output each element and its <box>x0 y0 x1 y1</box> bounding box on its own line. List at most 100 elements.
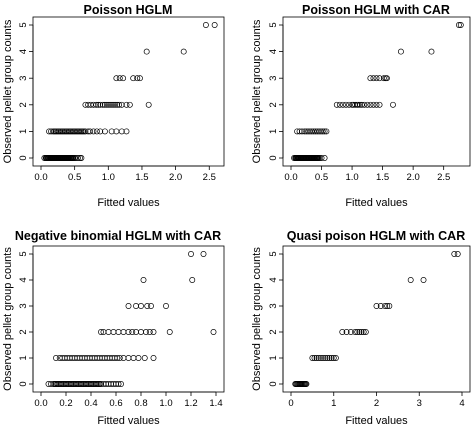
data-point <box>136 75 143 82</box>
x-tick-label: 0 <box>288 398 293 409</box>
data-point <box>118 128 125 135</box>
data-point <box>336 101 343 108</box>
data-point <box>454 251 461 257</box>
data-point <box>90 101 97 108</box>
data-point <box>133 303 139 309</box>
data-point <box>360 329 367 335</box>
x-tick-label: 0.2 <box>59 398 72 409</box>
data-point <box>455 22 462 28</box>
panel-poisson-hglm: Poisson HGLM 0.0 0.5 1.0 1.5 2.0 2.5 0 1 2 3 4 5 Fitt… <box>2 3 225 209</box>
data-point <box>87 128 94 135</box>
data-point <box>82 128 89 135</box>
x-axis-label: Fitted values <box>97 415 160 427</box>
data-point <box>390 101 396 108</box>
data-point <box>355 101 362 108</box>
data-point <box>138 303 144 309</box>
data-point <box>113 75 120 82</box>
data-point <box>347 329 354 335</box>
data-point <box>129 329 136 335</box>
x-tick-label: 1.5 <box>376 172 389 183</box>
data-point <box>420 277 427 283</box>
data-point <box>333 101 340 108</box>
data-point <box>428 48 435 55</box>
y-tick-label: 2 <box>268 102 279 107</box>
data-point <box>130 355 137 361</box>
data-point <box>143 329 149 335</box>
chart-title: Quasi poison HGLM with CAR <box>287 229 465 243</box>
data-point <box>95 101 102 108</box>
data-point <box>104 101 110 108</box>
x-tick-label: 0.8 <box>134 398 147 409</box>
y-axis-label: Observed pellet group counts <box>2 247 14 391</box>
data-point <box>110 101 116 108</box>
data-point <box>299 128 305 135</box>
data-point <box>303 381 310 387</box>
y-tick-label: 2 <box>18 102 29 107</box>
data-point <box>202 22 209 28</box>
y-tick-label: 1 <box>268 129 279 134</box>
x-tick-label: 1.0 <box>345 172 358 183</box>
data-point <box>123 128 130 135</box>
y-axis-label: Observed pellet group counts <box>2 19 14 163</box>
plot-frame <box>32 16 225 167</box>
data-point <box>114 355 121 361</box>
data-point <box>126 101 133 108</box>
data-point <box>349 101 356 108</box>
data-point <box>90 128 97 135</box>
x-axis-label: Fitted values <box>97 197 160 209</box>
data-point <box>376 75 383 82</box>
data-point <box>114 101 121 108</box>
data-point <box>130 75 137 82</box>
y-tick-label: 0 <box>18 381 29 386</box>
data-point <box>377 303 384 309</box>
data-point <box>320 355 327 361</box>
data-point <box>317 355 324 361</box>
x-tick-label: 0.0 <box>284 172 297 183</box>
data-point <box>120 75 127 82</box>
data-point <box>210 329 217 335</box>
data-point <box>110 329 117 335</box>
data-point <box>146 329 153 335</box>
x-tick-label: 0.5 <box>68 172 81 183</box>
data-point <box>324 355 331 361</box>
panel-poisson-hglm-car: Poisson HGLM with CAR 0.0 0.5 1.0 1.5 2.0 2.5 0… <box>251 3 471 209</box>
data-point <box>323 128 330 135</box>
data-point <box>457 22 464 28</box>
data-point <box>115 329 122 335</box>
y-tick-label: 3 <box>18 76 29 81</box>
data-point <box>407 277 414 283</box>
data-point <box>101 128 108 135</box>
y-tick-label: 0 <box>18 155 29 160</box>
x-tick-label: 1 <box>331 398 336 409</box>
data-point <box>346 101 352 108</box>
data-point <box>180 48 187 55</box>
data-point <box>211 22 218 28</box>
data-point <box>135 355 142 361</box>
data-point <box>328 355 335 361</box>
y-tick-label: 5 <box>18 22 29 27</box>
data-point <box>313 355 320 361</box>
y-tick-label: 4 <box>268 49 279 54</box>
data-point <box>357 101 363 108</box>
data-point <box>356 329 363 335</box>
y-tick-label: 1 <box>268 355 279 360</box>
data-point <box>200 251 207 257</box>
data-point <box>332 355 339 361</box>
chart-title: Poisson HGLM with CAR <box>302 3 450 17</box>
data-point <box>150 355 157 361</box>
data-point <box>125 303 132 309</box>
y-tick-label: 1 <box>18 129 29 134</box>
data-point <box>98 329 104 335</box>
data-point <box>108 128 115 135</box>
y-tick-label: 5 <box>268 22 279 27</box>
data-point <box>150 329 157 335</box>
x-tick-label: 1.4 <box>209 398 222 409</box>
x-tick-label: 0.6 <box>109 398 122 409</box>
plot-frame <box>282 16 471 167</box>
x-axis-label: Fitted values <box>345 415 408 427</box>
data-point <box>343 101 349 108</box>
data-point <box>112 101 118 108</box>
data-point <box>373 101 380 108</box>
x-tick-label: 2.0 <box>407 172 420 183</box>
y-tick-label: 4 <box>18 49 29 54</box>
